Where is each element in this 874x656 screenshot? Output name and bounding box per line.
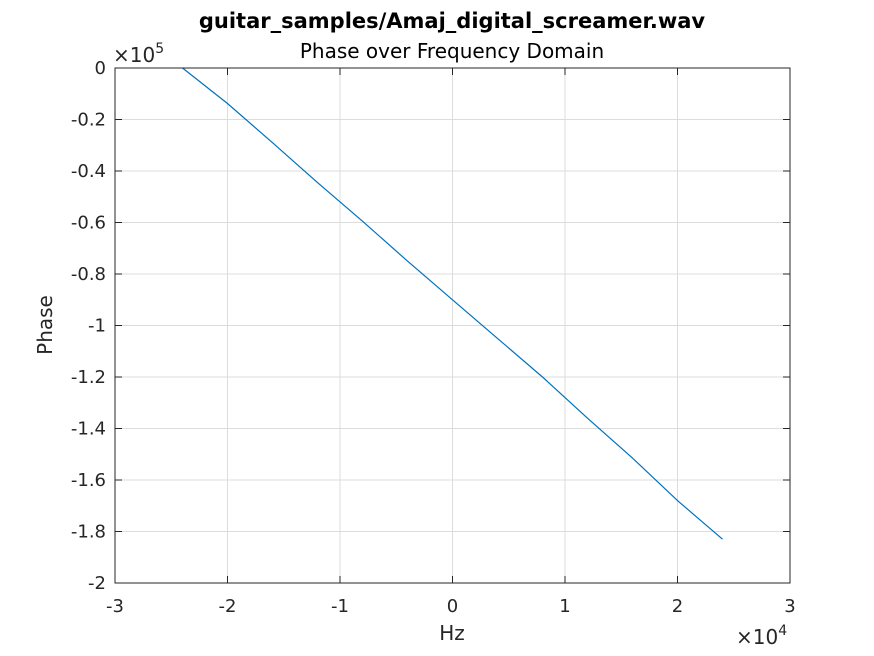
series-layer: [182, 67, 723, 540]
y-tick-label: -0.8: [71, 264, 106, 285]
x-tick-label: 1: [559, 596, 570, 617]
x-multiplier: ×104: [736, 623, 787, 649]
y-tick-label: -1.6: [71, 470, 106, 491]
y-tick-label: -1: [88, 316, 106, 337]
y-tick-label: -0.6: [71, 213, 106, 234]
x-tick-label: 3: [784, 596, 795, 617]
y-multiplier-base: ×10: [113, 43, 155, 67]
y-multiplier-exponent: 5: [155, 41, 164, 57]
chart-subtitle: Phase over Frequency Domain: [300, 39, 604, 63]
y-multiplier: ×105: [113, 41, 164, 67]
x-tick-label: 2: [672, 596, 683, 617]
y-tick-label: -1.4: [71, 419, 106, 440]
x-multiplier-base: ×10: [736, 625, 778, 649]
phase-series-line: [182, 67, 723, 540]
x-axis-label: Hz: [439, 621, 465, 645]
tick-marks: [114, 67, 791, 584]
y-tick-label: -1.2: [71, 367, 106, 388]
y-axis-label: Phase: [33, 295, 57, 355]
x-multiplier-exponent: 4: [778, 623, 787, 639]
x-tick-label: -2: [219, 596, 237, 617]
y-tick-label: -1.8: [71, 522, 106, 543]
x-tick-labels: -3 -2 -1 0 1 2 3: [106, 596, 796, 617]
y-tick-label: -0.2: [71, 110, 106, 131]
x-tick-label: 0: [447, 596, 458, 617]
y-tick-label: 0: [95, 58, 106, 79]
y-tick-labels: 0 -0.2 -0.4 -0.6 -0.8 -1 -1.2 -1.4 -1.6 -1.8 -2: [71, 58, 106, 594]
y-tick-label: -2: [88, 573, 106, 594]
chart-title: guitar_samples/Amaj_digital_screamer.wav: [199, 9, 706, 33]
x-tick-label: -1: [331, 596, 349, 617]
y-tick-label: -0.4: [71, 161, 106, 182]
x-tick-label: -3: [106, 596, 124, 617]
